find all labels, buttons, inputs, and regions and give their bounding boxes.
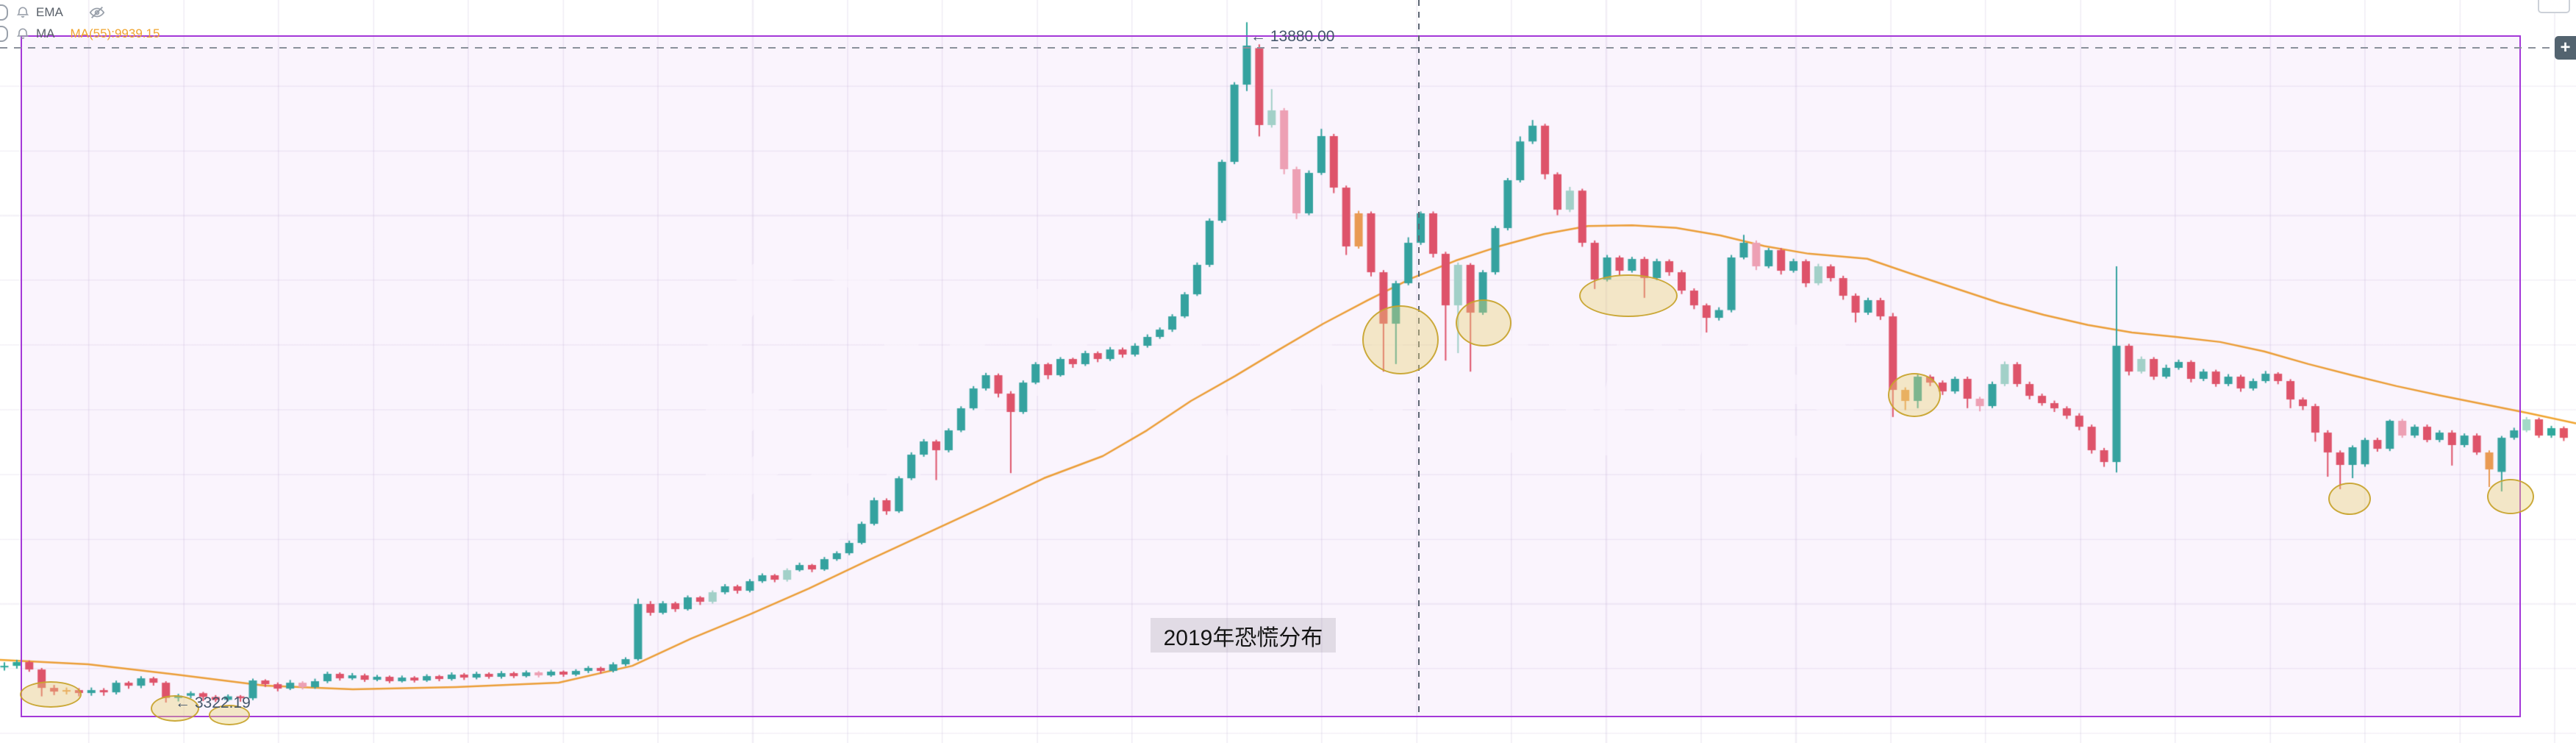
alert-bell-icon[interactable] [15, 4, 31, 21]
panic-zone-ellipse[interactable] [2487, 479, 2534, 514]
high-price-label[interactable]: ← 13880.00 [1251, 28, 1335, 45]
panic-zone-ellipse[interactable] [1888, 373, 1941, 417]
panic-zone-ellipse[interactable] [151, 695, 199, 722]
ma-label[interactable]: MA [36, 26, 55, 40]
indicator-legend: EMA MA MA(55):9939.15 [0, 1, 160, 44]
panic-zone-ellipse[interactable] [1579, 274, 1678, 317]
dashed-price-line[interactable] [0, 47, 2556, 49]
visibility-off-icon[interactable] [89, 4, 105, 21]
panic-zone-ellipse[interactable] [1456, 299, 1511, 346]
alert-bell-icon[interactable] [15, 26, 31, 42]
panic-zone-ellipse[interactable] [209, 705, 250, 725]
ma-value: MA(55):9939.15 [70, 26, 160, 40]
panic-distribution-label[interactable]: 2019年恐慌分布 [1151, 618, 1336, 653]
ma-indicator-row: MA MA(55):9939.15 [0, 23, 160, 44]
panic-zone-ellipse[interactable] [2328, 483, 2371, 515]
ema-indicator-row: EMA [0, 1, 160, 23]
partial-toolbar-button[interactable] [2538, 0, 2570, 13]
cut-icon [0, 25, 8, 42]
add-alert-button[interactable]: + [2555, 36, 2576, 60]
ema-label[interactable]: EMA [36, 4, 63, 19]
panic-zone-ellipse[interactable] [20, 681, 82, 708]
low-price-label[interactable]: ← 3322.19 [175, 694, 251, 711]
panic-zone-ellipse[interactable] [1362, 305, 1439, 374]
cut-icon [0, 4, 8, 21]
